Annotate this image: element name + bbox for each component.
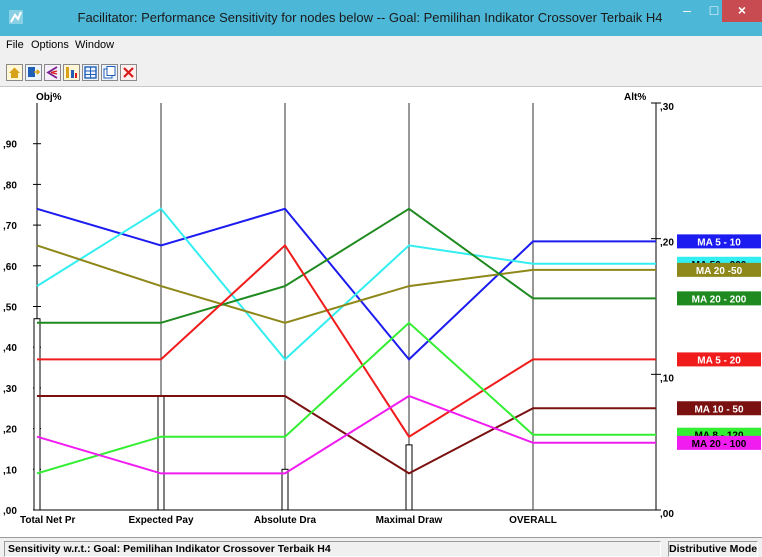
series-line-ma-5-10 xyxy=(36,207,656,361)
left-axis-title: Obj% xyxy=(36,92,62,103)
export-icon[interactable] xyxy=(25,64,42,81)
objective-weight-bar xyxy=(405,444,413,511)
right-tick-label: ,10 xyxy=(660,373,674,384)
status-bar: Sensitivity w.r.t.: Goal: Pemilihan Indi… xyxy=(0,537,762,557)
legend-label: MA 5 - 10 xyxy=(697,237,741,248)
menu-window[interactable]: Window xyxy=(75,39,115,51)
objective-weight-bar xyxy=(157,395,165,511)
legend-label: MA 20 - 100 xyxy=(692,439,747,450)
left-tick-label: ,60 xyxy=(3,262,17,273)
chart-canvas: Obj% Alt% ,00 ,10 ,20 ,30 ,40 ,50 ,60 ,70 ,80 ,90… xyxy=(3,92,761,526)
maximize-button[interactable]: □ xyxy=(709,2,719,18)
menu-options[interactable]: Options xyxy=(31,39,69,51)
home-icon[interactable] xyxy=(6,64,23,81)
legend-swatch-ma-10-50 xyxy=(677,401,761,416)
left-tick-label: ,00 xyxy=(3,506,17,517)
category-label: OVERALL xyxy=(509,515,557,526)
minimize-button[interactable]: – xyxy=(683,2,691,18)
series-line-ma-5-20 xyxy=(37,243,656,439)
category-label: Maximal Draw xyxy=(376,515,443,526)
compare-icon[interactable] xyxy=(44,64,61,81)
series-line-ma-50-200 xyxy=(36,207,656,361)
table-icon[interactable] xyxy=(82,64,99,81)
objective-weight-bar xyxy=(33,318,41,511)
left-tick-label: ,20 xyxy=(3,425,17,436)
menu-file[interactable]: File xyxy=(6,39,24,51)
left-tick-label: ,10 xyxy=(3,465,17,476)
left-tick-label: ,30 xyxy=(3,384,17,395)
series-line-ma-20-100 xyxy=(36,394,656,475)
menu-bar: File Options Window xyxy=(0,36,762,55)
legend-label: MA 10 - 50 xyxy=(694,404,744,415)
app-icon xyxy=(9,10,23,24)
copy-icon[interactable] xyxy=(101,64,118,81)
category-label: Total Net Pr xyxy=(20,515,75,526)
left-tick-label: ,70 xyxy=(3,221,17,232)
toolbar xyxy=(0,56,762,87)
right-tick-label: ,00 xyxy=(660,509,674,520)
legend-label: MA 20 -50 xyxy=(696,266,743,277)
left-tick-label: ,80 xyxy=(3,180,17,191)
series-line-ma-20-200 xyxy=(37,207,656,324)
right-tick-label: ,20 xyxy=(660,238,674,249)
left-tick-label: ,50 xyxy=(3,303,17,314)
sensitivity-chart: Obj% Alt% ,00 ,10 ,20 ,30 ,40 ,50 ,60 ,70 ,80 ,90… xyxy=(0,87,762,537)
legend-swatch-ma-20-200 xyxy=(677,291,761,306)
legend-swatch-ma-20-50 xyxy=(677,262,761,277)
sort-icon[interactable] xyxy=(63,64,80,81)
window-title: Facilitator: Performance Sensitivity for… xyxy=(77,10,663,25)
right-tick-label: ,30 xyxy=(660,102,674,113)
left-tick-label: ,90 xyxy=(3,140,17,151)
left-tick-label: ,40 xyxy=(3,343,17,354)
status-mode: Distributive Mode xyxy=(668,541,758,557)
right-axis-title: Alt% xyxy=(624,92,646,103)
legend-swatch-ma-5-20 xyxy=(677,352,761,367)
category-label: Absolute Dra xyxy=(254,515,317,526)
legend-label: MA 5 - 20 xyxy=(697,355,741,366)
series-line-ma-20-50 xyxy=(36,244,656,324)
objective-weight-bar xyxy=(281,468,289,511)
legend-swatch-ma-5-10 xyxy=(677,234,761,249)
close-button[interactable]: × xyxy=(722,0,762,22)
title-bar[interactable]: Facilitator: Performance Sensitivity for… xyxy=(0,0,762,36)
legend-label: MA 20 - 200 xyxy=(692,294,747,305)
legend-swatch-ma-20-100 xyxy=(677,435,761,450)
series-line-ma-8-120 xyxy=(36,321,656,475)
category-label: Expected Pay xyxy=(128,515,193,526)
status-sensitivity: Sensitivity w.r.t.: Goal: Pemilihan Indi… xyxy=(4,541,661,557)
close-red-icon[interactable] xyxy=(120,64,137,81)
